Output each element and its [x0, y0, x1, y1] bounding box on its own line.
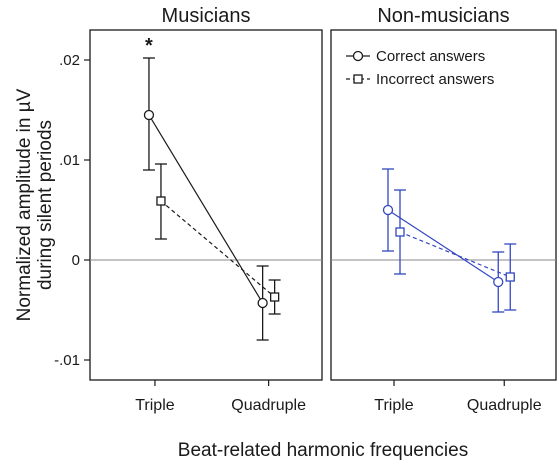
y-tick-label: 0 — [72, 252, 80, 269]
panel-frame — [330, 29, 557, 381]
marker-incorrect — [156, 196, 166, 206]
marker-correct — [143, 109, 155, 121]
x-tick-label: Triple — [374, 397, 414, 414]
y-tick-label: .02 — [59, 52, 80, 69]
x-tick-label: Quadruple — [467, 397, 542, 414]
y-axis: .02 .01 0 -.01 — [54, 52, 90, 369]
y-tick-label: -.01 — [54, 352, 80, 369]
y-axis-title-line: during silent periods — [35, 120, 56, 290]
legend-entry: Correct answers — [346, 48, 485, 65]
series-line-incorrect — [160, 200, 276, 298]
legend-entry: Incorrect answers — [346, 71, 494, 88]
series-line-correct — [387, 209, 499, 283]
panel-musicians: Musicians Triple Quadruple * — [89, 5, 323, 414]
marker-incorrect — [505, 272, 515, 282]
marker-correct — [257, 297, 268, 309]
panel-title: Non-musicians — [377, 5, 509, 27]
legend-marker-square — [353, 74, 363, 84]
legend-label: Correct answers — [376, 48, 485, 65]
panels: Musicians Triple Quadruple * Non-musicians Tr… — [89, 5, 557, 414]
legend: Correct answers Incorrect answers — [346, 48, 494, 88]
x-tick-label: Quadruple — [231, 397, 306, 414]
y-tick-label: .01 — [59, 152, 80, 169]
y-axis-title-line: Normalized amplitude in µV — [14, 88, 35, 321]
panel-non-musicians: Non-musicians Triple Quadruple — [330, 5, 557, 414]
panel-frame — [89, 29, 323, 381]
legend-label: Incorrect answers — [376, 71, 494, 88]
marker-correct — [382, 204, 394, 216]
marker-correct — [493, 276, 504, 288]
legend-marker-circle — [352, 50, 364, 62]
marker-incorrect — [269, 292, 280, 302]
significance-annotation: * — [145, 35, 153, 57]
series-line-correct — [148, 114, 264, 304]
y-axis-title: Normalized amplitude in µVduring silent … — [14, 88, 56, 321]
series-line-incorrect — [399, 231, 511, 278]
x-axis-title: Beat-related harmonic frequencies — [178, 440, 468, 461]
x-tick-label: Triple — [135, 397, 175, 414]
panel-title: Musicians — [162, 5, 251, 27]
marker-incorrect — [395, 227, 405, 237]
